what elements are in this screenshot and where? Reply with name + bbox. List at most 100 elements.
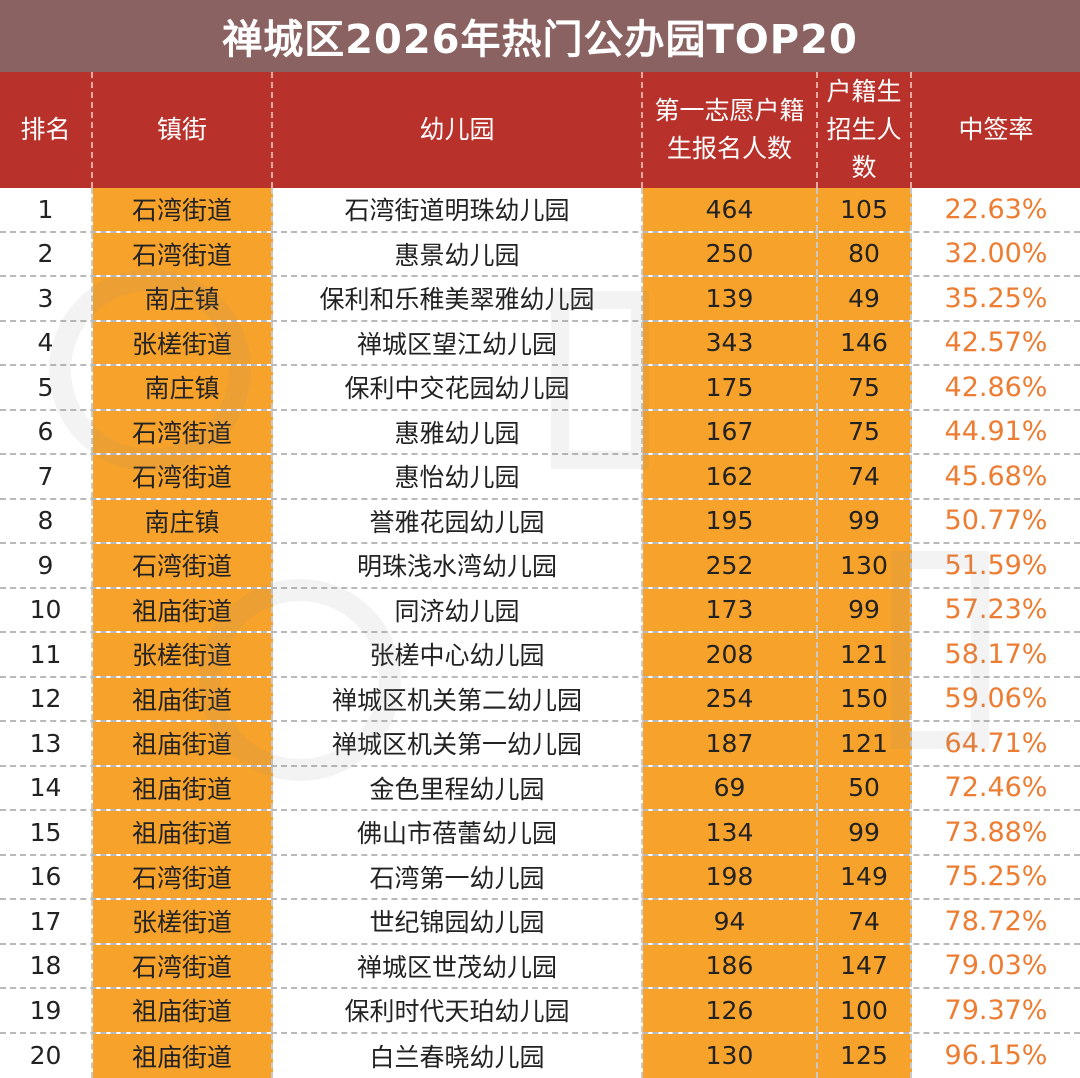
cell-rank: 12 [0,677,93,720]
cell-kindergarten: 惠雅幼儿园 [273,410,643,453]
cell-rank: 7 [0,455,93,498]
cell-quota: 75 [818,410,912,453]
cell-town: 南庄镇 [93,366,273,409]
table-header: 排名 镇街 幼儿园 第一志愿户籍 生报名人数 户籍生 招生人 数 中签率 [0,72,1080,188]
header-quota-line1: 户籍生 [826,77,902,106]
cell-kindergarten: 明珠浅水湾幼儿园 [273,544,643,587]
cell-applicants: 186 [643,944,818,987]
cell-applicants: 343 [643,321,818,364]
cell-quota: 125 [818,1033,912,1078]
table-row: 14 祖庙街道 金色里程幼儿园 69 50 72.46% [0,766,1080,811]
cell-rank: 8 [0,499,93,542]
cell-applicants: 94 [643,900,818,943]
cell-quota: 74 [818,900,912,943]
cell-quota: 146 [818,321,912,364]
cell-town: 张槎街道 [93,900,273,943]
header-quota-line2: 招生人 [826,115,902,144]
header-first-choice-line1: 第一志愿户籍 [654,96,805,125]
cell-quota: 105 [818,188,912,231]
cell-applicants: 162 [643,455,818,498]
table-row: 17 张槎街道 世纪锦园幼儿园 94 74 78.72% [0,900,1080,945]
cell-kindergarten: 石湾街道明珠幼儿园 [273,188,643,231]
cell-applicants: 198 [643,855,818,898]
cell-rate: 51.59% [944,549,1048,581]
header-kindergarten: 幼儿园 [273,72,643,188]
table-row: 9 石湾街道 明珠浅水湾幼儿园 252 130 51.59% [0,544,1080,589]
table-row: 8 南庄镇 誉雅花园幼儿园 195 99 50.77% [0,499,1080,544]
cell-applicants: 167 [643,410,818,453]
cell-rank: 19 [0,989,93,1032]
cell-kindergarten: 惠景幼儿园 [273,232,643,275]
cell-quota: 50 [818,766,912,809]
cell-applicants: 254 [643,677,818,720]
cell-town: 祖庙街道 [93,1033,273,1078]
header-rate: 中签率 [958,115,1034,144]
table-row: 13 祖庙街道 禅城区机关第一幼儿园 187 121 64.71% [0,722,1080,767]
cell-applicants: 139 [643,277,818,320]
cell-applicants: 134 [643,811,818,854]
cell-town: 张槎街道 [93,321,273,364]
table-row: 11 张槎街道 张槎中心幼儿园 208 121 58.17% [0,633,1080,678]
cell-kindergarten: 惠怡幼儿园 [273,455,643,498]
cell-rate: 59.06% [944,683,1048,715]
cell-quota: 121 [818,633,912,676]
cell-rank: 20 [0,1033,93,1078]
cell-applicants: 175 [643,366,818,409]
cell-rank: 16 [0,855,93,898]
cell-kindergarten: 保利中交花园幼儿园 [273,366,643,409]
cell-rank: 3 [0,277,93,320]
cell-town: 祖庙街道 [93,722,273,765]
cell-applicants: 250 [643,232,818,275]
cell-quota: 150 [818,677,912,720]
cell-rate: 96.15% [944,1040,1048,1072]
table-row: 12 祖庙街道 禅城区机关第二幼儿园 254 150 59.06% [0,677,1080,722]
table-row: 19 祖庙街道 保利时代天珀幼儿园 126 100 79.37% [0,989,1080,1034]
cell-rank: 4 [0,321,93,364]
table-row: 4 张槎街道 禅城区望江幼儿园 343 146 42.57% [0,321,1080,366]
cell-kindergarten: 石湾第一幼儿园 [273,855,643,898]
header-first-choice-line2: 生报名人数 [666,134,792,163]
cell-rank: 1 [0,188,93,231]
cell-rate: 58.17% [944,638,1048,670]
table-body: 1 石湾街道 石湾街道明珠幼儿园 464 105 22.63% 2 石湾街道 惠景幼儿园 250 8… [0,188,1080,1078]
page-title: 禅城区2026年热门公办园TOP20 [0,0,1080,72]
header-town: 镇街 [93,72,273,188]
cell-rate: 50.77% [944,505,1048,537]
cell-rate: 42.86% [944,371,1048,403]
cell-kindergarten: 佛山市蓓蕾幼儿园 [273,811,643,854]
cell-rank: 10 [0,588,93,631]
cell-quota: 75 [818,366,912,409]
cell-rate: 79.03% [944,950,1048,982]
cell-quota: 49 [818,277,912,320]
cell-applicants: 126 [643,989,818,1032]
cell-rate: 45.68% [944,460,1048,492]
table-row: 1 石湾街道 石湾街道明珠幼儿园 464 105 22.63% [0,188,1080,233]
cell-rank: 15 [0,811,93,854]
cell-town: 祖庙街道 [93,677,273,720]
cell-rank: 17 [0,900,93,943]
cell-rank: 5 [0,366,93,409]
header-first-choice-applicants: 第一志愿户籍 生报名人数 [643,72,818,188]
cell-kindergarten: 世纪锦园幼儿园 [273,900,643,943]
cell-kindergarten: 白兰春晓幼儿园 [273,1033,643,1078]
cell-rate: 79.37% [944,994,1048,1026]
cell-quota: 99 [818,588,912,631]
cell-town: 石湾街道 [93,944,273,987]
cell-quota: 80 [818,232,912,275]
cell-town: 石湾街道 [93,855,273,898]
cell-rank: 2 [0,232,93,275]
cell-kindergarten: 禅城区机关第一幼儿园 [273,722,643,765]
table-row: 16 石湾街道 石湾第一幼儿园 198 149 75.25% [0,855,1080,900]
cell-town: 南庄镇 [93,277,273,320]
cell-quota: 99 [818,499,912,542]
cell-rate: 32.00% [944,238,1048,270]
cell-applicants: 195 [643,499,818,542]
cell-applicants: 252 [643,544,818,587]
header-quota-line3: 数 [851,153,877,182]
cell-kindergarten: 禅城区望江幼儿园 [273,321,643,364]
cell-town: 石湾街道 [93,544,273,587]
cell-kindergarten: 张槎中心幼儿园 [273,633,643,676]
cell-quota: 74 [818,455,912,498]
table-row: 6 石湾街道 惠雅幼儿园 167 75 44.91% [0,410,1080,455]
cell-kindergarten: 誉雅花园幼儿园 [273,499,643,542]
